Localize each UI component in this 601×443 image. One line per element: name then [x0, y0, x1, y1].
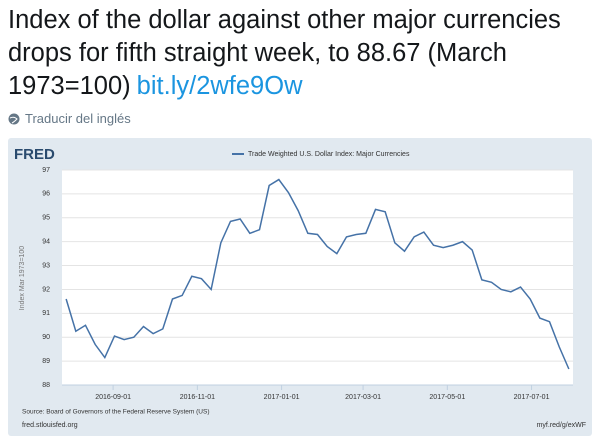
source: Source: Board of Governors of the Federa…: [22, 409, 210, 416]
x-tick-label: 2017-03-01: [345, 394, 381, 401]
y-tick-label: 92: [42, 286, 50, 293]
y-axis-label: Index Mar 1973=100: [19, 246, 26, 311]
y-tick-label: 95: [42, 215, 50, 222]
x-tick-label: 2017-05-01: [429, 394, 465, 401]
y-tick-label: 88: [42, 382, 50, 389]
short-url: myf.red/g/exWF: [537, 422, 586, 429]
y-tick-label: 91: [42, 310, 50, 317]
y-tick-label: 89: [42, 358, 50, 365]
site: fred.stlouisfed.org: [22, 422, 78, 429]
logo: FRED: [14, 146, 55, 163]
y-tick-label: 96: [42, 191, 50, 198]
tweet-body: Index of the dollar against other major …: [8, 6, 561, 100]
tweet-link[interactable]: bit.ly/2wfe9Ow: [136, 72, 303, 100]
plot-area: [62, 170, 573, 385]
legend-label: Trade Weighted U.S. Dollar Index: Major …: [248, 151, 410, 158]
y-tick-label: 97: [42, 167, 50, 174]
y-tick-label: 93: [42, 262, 50, 269]
globe-icon: [8, 113, 20, 124]
x-tick-label: 2017-01-01: [264, 394, 300, 401]
translate-label[interactable]: Traducir del inglés: [25, 111, 131, 126]
translate[interactable]: Traducir del inglés: [8, 111, 131, 126]
x-tick-label: 2016-09-01: [95, 394, 131, 401]
series-line: [65, 178, 570, 370]
x-tick-label: 2016-11-01: [180, 394, 215, 401]
y-tick-label: 90: [42, 334, 50, 341]
tweet-text: Index of the dollar against other major …: [8, 4, 598, 103]
x-tick-label: 2017-07-01: [514, 394, 550, 401]
y-tick-label: 94: [42, 239, 50, 246]
